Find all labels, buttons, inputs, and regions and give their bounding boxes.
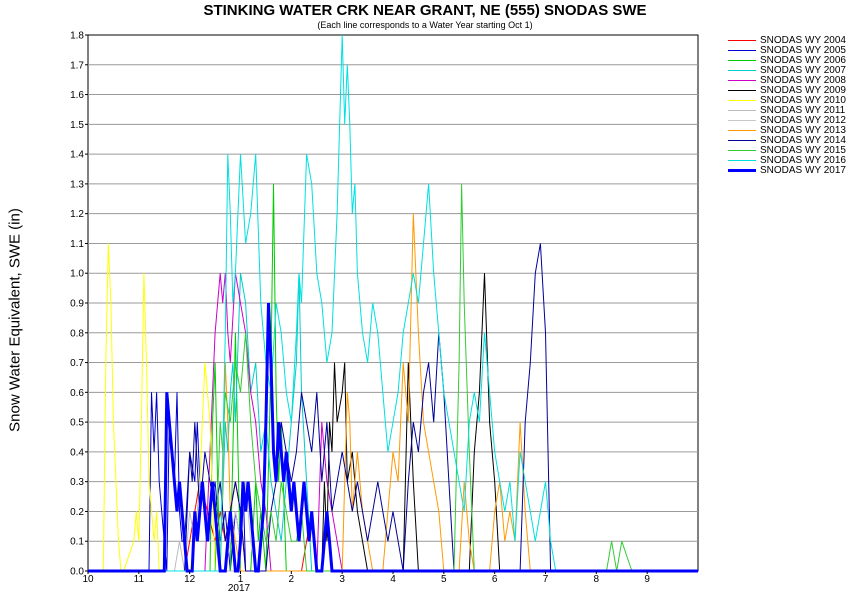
x-year-label: 2017 xyxy=(228,583,251,594)
y-axis-ticks: 0.0 0.1 0.2 0.3 0.4 0.5 0.6 0.7 0.8 0.9 1.0 1.1 1.2 1… xyxy=(70,31,88,578)
legend-item: SNODAS WY 2006 xyxy=(728,55,848,66)
legend-item: SNODAS WY 2013 xyxy=(728,125,848,136)
y-tick-label: 0.5 xyxy=(70,418,84,429)
y-tick-label: 1.8 xyxy=(70,31,84,42)
x-tick-label: 5 xyxy=(441,574,447,585)
legend-item: SNODAS WY 2016 xyxy=(728,155,848,166)
x-tick-label: 11 xyxy=(134,574,145,585)
legend-label: SNODAS WY 2008 xyxy=(760,75,846,86)
legend-label: SNODAS WY 2006 xyxy=(760,55,846,66)
legend-item: SNODAS WY 2010 xyxy=(728,95,848,106)
legend-label: SNODAS WY 2010 xyxy=(760,95,846,106)
legend-label: SNODAS WY 2015 xyxy=(760,145,846,156)
x-tick-label: 1 xyxy=(238,574,244,585)
y-tick-label: 0.0 xyxy=(70,567,84,578)
x-tick-label: 3 xyxy=(339,574,345,585)
legend-item: SNODAS WY 2005 xyxy=(728,45,848,56)
legend-item: SNODAS WY 2008 xyxy=(728,75,848,86)
y-tick-label: 0.8 xyxy=(70,328,84,339)
legend-label: SNODAS WY 2013 xyxy=(760,125,846,136)
legend: SNODAS WY 2004 SNODAS WY 2005 SNODAS WY 20… xyxy=(728,35,848,176)
x-tick-label: 9 xyxy=(644,574,650,585)
series-layer xyxy=(88,34,698,573)
legend-item: SNODAS WY 2009 xyxy=(728,85,848,96)
legend-swatch xyxy=(728,60,756,61)
y-tick-label: 1.2 xyxy=(70,209,84,220)
chart-subtitle: (Each line corresponds to a Water Year s… xyxy=(317,20,533,30)
legend-swatch xyxy=(728,150,756,151)
x-tick-label: 12 xyxy=(184,574,196,585)
y-tick-label: 0.4 xyxy=(70,447,84,458)
series-line-snodas-wy-2017 xyxy=(88,302,698,573)
legend-item: SNODAS WY 2007 xyxy=(728,65,848,76)
y-tick-label: 0.2 xyxy=(70,507,84,518)
x-tick-label: 7 xyxy=(543,574,549,585)
legend-swatch xyxy=(728,80,756,81)
y-tick-label: 0.1 xyxy=(70,537,84,548)
legend-label: SNODAS WY 2005 xyxy=(760,45,846,56)
legend-label: SNODAS WY 2007 xyxy=(760,65,846,76)
x-axis-ticks: 10 11 12 1 2 3 4 5 6 7 8 9 xyxy=(82,571,650,585)
legend-label: SNODAS WY 2012 xyxy=(760,115,846,126)
legend-label: SNODAS WY 2014 xyxy=(760,135,846,146)
y-tick-label: 1.3 xyxy=(70,179,84,190)
y-tick-label: 0.7 xyxy=(70,358,84,369)
series-line-snodas-wy-2005 xyxy=(88,392,698,572)
series-line-snodas-wy-2015 xyxy=(88,183,698,572)
legend-swatch xyxy=(728,120,756,121)
series-line-snodas-wy-2007 xyxy=(88,273,698,572)
legend-label: SNODAS WY 2011 xyxy=(760,105,846,116)
legend-item: SNODAS WY 2017 xyxy=(728,165,848,176)
legend-swatch xyxy=(728,70,756,71)
x-tick-label: 2 xyxy=(289,574,295,585)
legend-swatch xyxy=(728,169,756,172)
legend-swatch xyxy=(728,140,756,141)
legend-swatch xyxy=(728,50,756,51)
y-tick-label: 1.7 xyxy=(70,60,84,71)
y-tick-label: 1.0 xyxy=(70,269,84,280)
x-tick-label: 4 xyxy=(390,574,396,585)
y-tick-label: 0.6 xyxy=(70,388,84,399)
legend-label: SNODAS WY 2004 xyxy=(760,35,846,46)
legend-swatch xyxy=(728,40,756,41)
legend-swatch xyxy=(728,130,756,131)
legend-item: SNODAS WY 2004 xyxy=(728,35,848,46)
legend-label: SNODAS WY 2016 xyxy=(760,155,846,166)
y-tick-label: 1.6 xyxy=(70,90,84,101)
x-tick-label: 8 xyxy=(594,574,600,585)
y-tick-label: 0.3 xyxy=(70,477,84,488)
grid-lines xyxy=(88,64,698,542)
chart-title: STINKING WATER CRK NEAR GRANT, NE (555) … xyxy=(203,2,647,19)
legend-swatch xyxy=(728,90,756,91)
y-tick-label: 1.1 xyxy=(70,239,84,250)
x-tick-label: 6 xyxy=(492,574,498,585)
legend-item: SNODAS WY 2012 xyxy=(728,115,848,126)
legend-item: SNODAS WY 2011 xyxy=(728,105,848,116)
legend-swatch xyxy=(728,110,756,111)
legend-swatch xyxy=(728,100,756,101)
legend-item: SNODAS WY 2014 xyxy=(728,135,848,146)
y-tick-label: 0.9 xyxy=(70,299,84,310)
legend-item: SNODAS WY 2015 xyxy=(728,145,848,156)
y-tick-label: 1.4 xyxy=(70,150,84,161)
y-tick-label: 1.5 xyxy=(70,120,84,131)
legend-swatch xyxy=(728,160,756,161)
x-tick-label: 10 xyxy=(82,574,94,585)
legend-label: SNODAS WY 2017 xyxy=(760,165,846,176)
legend-label: SNODAS WY 2009 xyxy=(760,85,846,96)
series-line-snodas-wy-2009 xyxy=(88,273,698,572)
